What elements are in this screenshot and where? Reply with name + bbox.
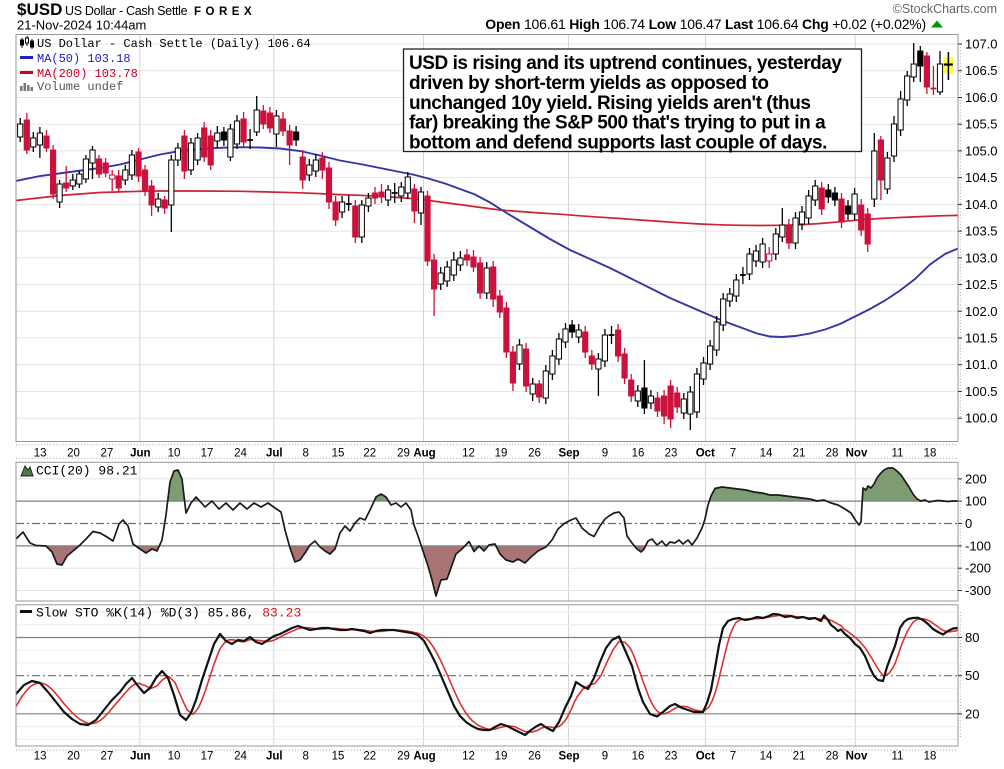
svg-text:26: 26 <box>528 448 541 460</box>
svg-text:Sep: Sep <box>558 751 579 763</box>
svg-text:15: 15 <box>332 448 345 460</box>
svg-text:20: 20 <box>67 751 80 763</box>
svg-text:7: 7 <box>730 751 736 763</box>
svg-text:Nov: Nov <box>846 751 868 763</box>
svg-text:Oct: Oct <box>696 751 715 763</box>
svg-text:28: 28 <box>826 448 839 460</box>
svg-text:Jun: Jun <box>130 751 150 763</box>
svg-text:FOREX: FOREX <box>194 6 256 18</box>
svg-text:100.5: 100.5 <box>965 384 998 399</box>
svg-text:17: 17 <box>201 751 214 763</box>
svg-text:Volume undef: Volume undef <box>37 80 123 94</box>
svg-text:100: 100 <box>965 494 987 509</box>
svg-text:104.5: 104.5 <box>965 170 998 185</box>
svg-text:-100: -100 <box>965 538 991 553</box>
svg-text:MA(50) 103.18: MA(50) 103.18 <box>37 52 131 66</box>
svg-text:-200: -200 <box>965 561 991 576</box>
svg-text:29: 29 <box>397 448 410 460</box>
svg-text:101.0: 101.0 <box>965 357 998 372</box>
svg-text:103.0: 103.0 <box>965 250 998 265</box>
svg-text:22: 22 <box>363 448 376 460</box>
svg-text:8: 8 <box>302 448 308 460</box>
svg-text:24: 24 <box>234 448 247 460</box>
svg-text:12: 12 <box>462 448 475 460</box>
svg-text:Nov: Nov <box>846 448 868 460</box>
svg-text:14: 14 <box>760 448 773 460</box>
svg-text:17: 17 <box>201 448 214 460</box>
svg-text:9: 9 <box>602 448 608 460</box>
svg-text:15: 15 <box>332 751 345 763</box>
svg-text:105.5: 105.5 <box>965 117 998 132</box>
svg-text:Aug: Aug <box>413 751 435 763</box>
svg-text:29: 29 <box>397 751 410 763</box>
svg-text:driven by short-term yields as: driven by short-term yields as opposed t… <box>409 73 769 94</box>
svg-text:16: 16 <box>632 448 645 460</box>
svg-text:21: 21 <box>793 448 806 460</box>
svg-text:20: 20 <box>965 706 979 721</box>
svg-text:$USD: $USD <box>17 0 62 19</box>
svg-text:50: 50 <box>965 668 979 683</box>
svg-text:Jul: Jul <box>266 751 283 763</box>
svg-text:21-Nov-2024 10:44am: 21-Nov-2024 10:44am <box>17 18 146 33</box>
svg-text:©StockCharts.com: ©StockCharts.com <box>893 2 997 16</box>
svg-text:22: 22 <box>363 751 376 763</box>
svg-text:0: 0 <box>965 516 972 531</box>
svg-text:10: 10 <box>168 751 181 763</box>
svg-text:10: 10 <box>168 448 181 460</box>
svg-text:US Dollar - Cash Settle (Daily: US Dollar - Cash Settle (Daily) 106.64 <box>37 37 311 51</box>
svg-text:13: 13 <box>34 448 47 460</box>
svg-text:8: 8 <box>302 751 308 763</box>
svg-text:106.0: 106.0 <box>965 90 998 105</box>
svg-text:80: 80 <box>965 630 979 645</box>
svg-text:101.5: 101.5 <box>965 331 998 346</box>
svg-text:104.0: 104.0 <box>965 197 998 212</box>
svg-text:Sep: Sep <box>558 448 579 460</box>
svg-text:103.5: 103.5 <box>965 224 998 239</box>
svg-text:18: 18 <box>924 448 937 460</box>
svg-text:100.0: 100.0 <box>965 411 998 426</box>
svg-text:106.5: 106.5 <box>965 63 998 78</box>
svg-text:102.0: 102.0 <box>965 304 998 319</box>
svg-text:MA(200) 103.78: MA(200) 103.78 <box>37 67 138 81</box>
svg-text:7: 7 <box>730 448 736 460</box>
svg-text:24: 24 <box>234 751 247 763</box>
svg-text:13: 13 <box>34 751 47 763</box>
svg-text:23: 23 <box>665 751 678 763</box>
svg-text:USD is rising and its uptrend: USD is rising and its uptrend continues,… <box>409 53 842 74</box>
svg-text:11: 11 <box>892 448 904 460</box>
svg-text:9: 9 <box>602 751 608 763</box>
svg-text:bottom and defend supports las: bottom and defend supports last couple o… <box>409 133 827 154</box>
svg-text:28: 28 <box>826 751 839 763</box>
svg-text:12: 12 <box>462 751 475 763</box>
svg-text:23: 23 <box>665 448 678 460</box>
svg-text:27: 27 <box>101 448 114 460</box>
svg-text:200: 200 <box>965 471 987 486</box>
svg-text:Open 106.61 High 106.74 Low 10: Open 106.61 High 106.74 Low 106.47 Last … <box>485 16 926 32</box>
svg-text:102.5: 102.5 <box>965 277 998 292</box>
svg-text:105.0: 105.0 <box>965 143 998 158</box>
svg-text:16: 16 <box>632 751 645 763</box>
svg-text:27: 27 <box>101 751 114 763</box>
svg-text:US Dollar - Cash Settle: US Dollar - Cash Settle <box>65 4 188 18</box>
svg-text:Aug: Aug <box>413 448 435 460</box>
svg-text:21: 21 <box>793 751 806 763</box>
svg-text:far) breaking the S&P 500 that: far) breaking the S&P 500 that's trying … <box>409 113 826 134</box>
svg-text:107.0: 107.0 <box>965 37 998 52</box>
svg-text:CCI(20) 98.21: CCI(20) 98.21 <box>36 464 138 479</box>
svg-text:19: 19 <box>495 448 508 460</box>
svg-text:11: 11 <box>892 751 904 763</box>
svg-text:Oct: Oct <box>696 448 715 460</box>
svg-text:-300: -300 <box>965 583 991 598</box>
svg-text:Slow STO %K(14) %D(3) 85.86, 8: Slow STO %K(14) %D(3) 85.86, 83.23 <box>36 606 301 621</box>
svg-text:Jul: Jul <box>266 448 283 460</box>
svg-text:19: 19 <box>495 751 508 763</box>
svg-text:26: 26 <box>528 751 541 763</box>
svg-text:Jun: Jun <box>130 448 150 460</box>
svg-text:14: 14 <box>760 751 773 763</box>
svg-text:18: 18 <box>924 751 937 763</box>
svg-text:20: 20 <box>67 448 80 460</box>
svg-text:unchanged 10y yield. Rising yi: unchanged 10y yield. Rising yields aren'… <box>409 93 810 114</box>
